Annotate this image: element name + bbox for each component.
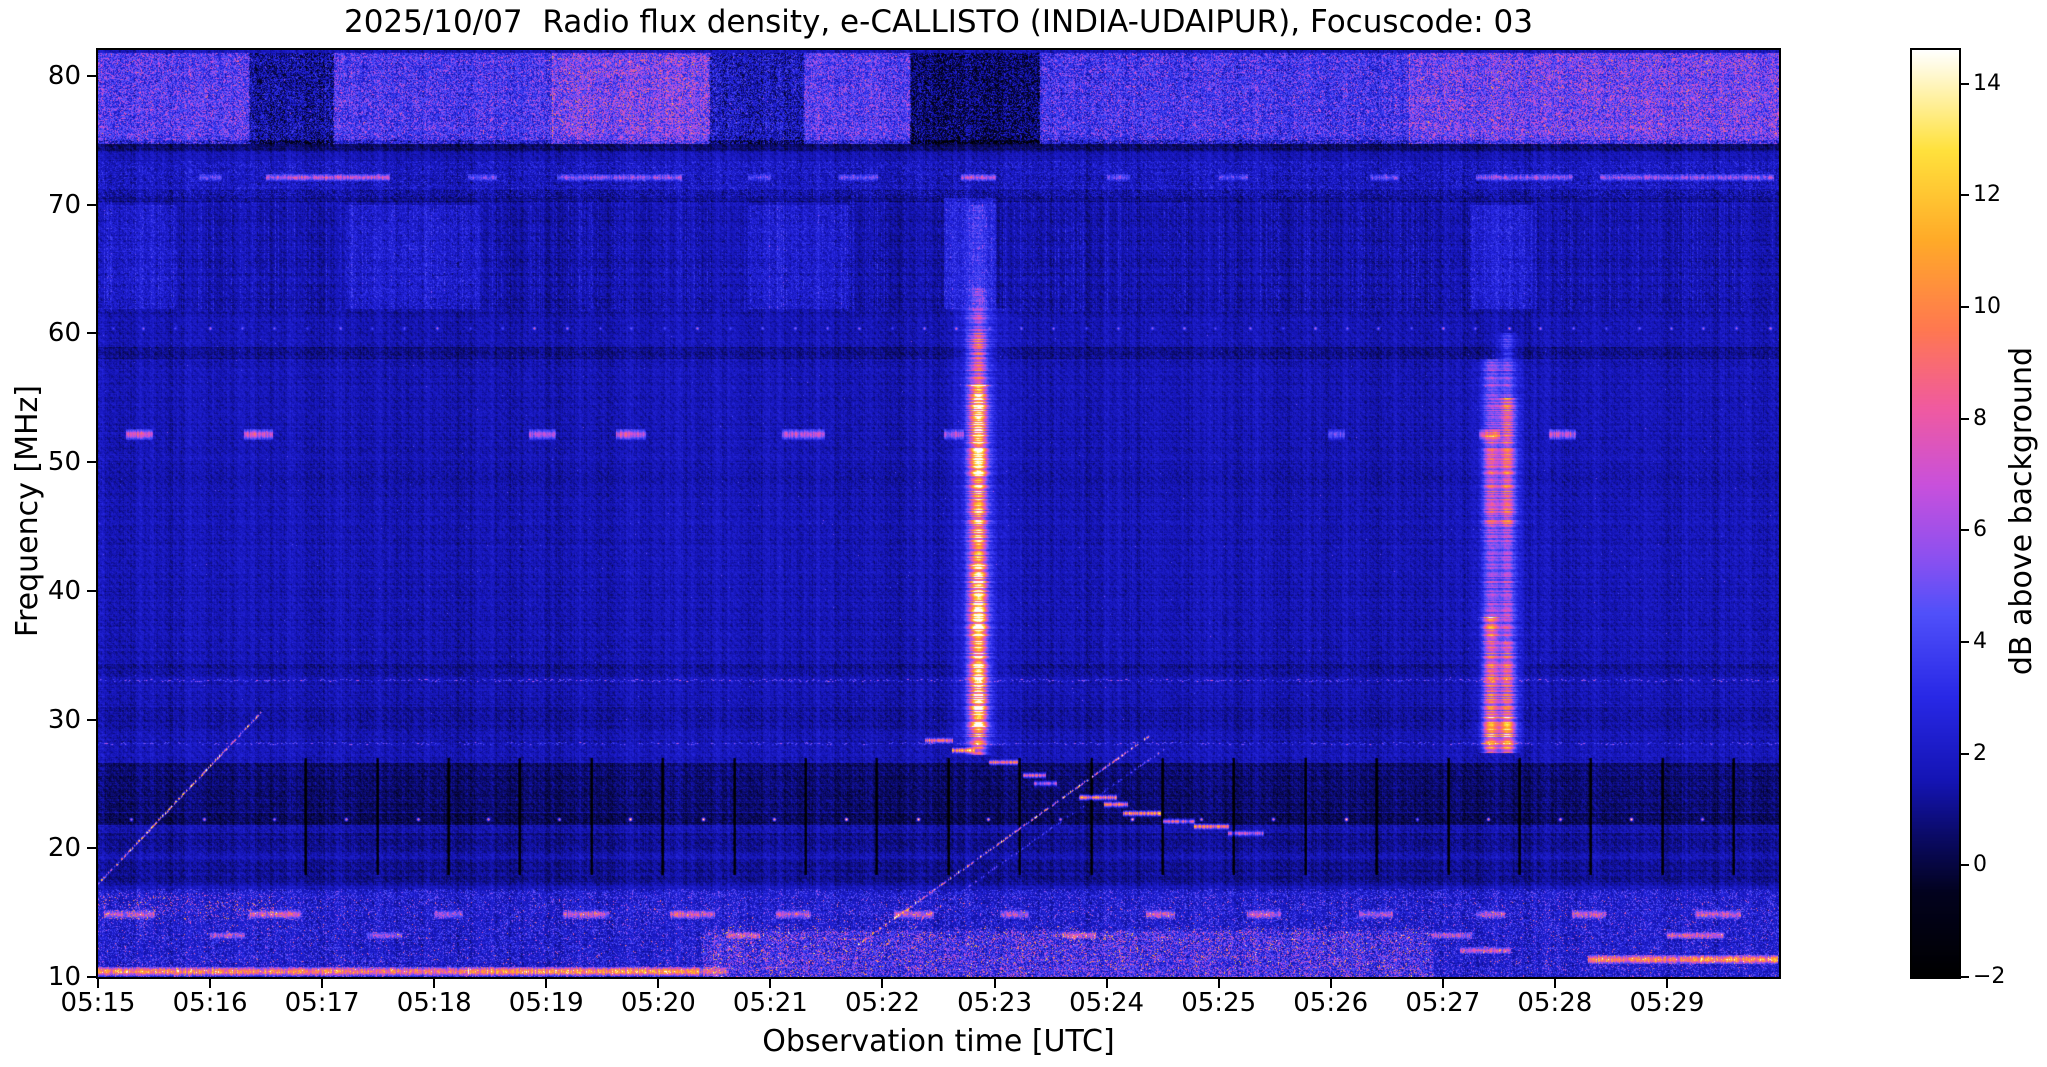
colorbar (1910, 48, 1961, 979)
colorbar-tick-label: 2 (1973, 740, 1987, 766)
y-tick-label: 50 (47, 447, 81, 477)
x-tick-mark (1441, 979, 1444, 988)
x-tick-label: 05:18 (396, 988, 472, 1018)
y-tick-mark (87, 74, 96, 77)
x-tick-mark (1665, 979, 1668, 988)
x-axis-label: Observation time [UTC] (762, 1024, 1115, 1059)
y-tick-mark (87, 589, 96, 592)
x-tick-label: 05:20 (620, 988, 696, 1018)
x-tick-label: 05:23 (957, 988, 1032, 1018)
colorbar-tick-mark (1961, 82, 1969, 85)
x-tick-label: 05:22 (844, 988, 920, 1018)
x-tick-mark (769, 979, 772, 988)
y-tick-mark (87, 976, 96, 978)
x-tick-mark (1553, 979, 1556, 988)
chart-title: 2025/10/07 Radio flux density, e-CALLIST… (343, 4, 1534, 40)
x-tick-mark (1217, 979, 1220, 988)
colorbar-tick-label: 10 (1973, 293, 2001, 319)
x-tick-label: 05:15 (60, 988, 136, 1018)
x-tick-label: 05:29 (1629, 988, 1705, 1018)
colorbar-tick-mark (1961, 864, 1969, 867)
y-tick-label: 60 (47, 318, 81, 349)
x-tick-label: 05:27 (1405, 988, 1481, 1018)
colorbar-tick-label: 8 (1973, 405, 1987, 431)
colorbar-tick-mark (1961, 640, 1969, 643)
colorbar-tick-mark (1961, 976, 1969, 978)
x-tick-mark (97, 979, 99, 988)
y-tick-mark (87, 461, 96, 463)
y-tick-label: 30 (47, 704, 81, 735)
colorbar-tick-mark (1961, 752, 1969, 755)
y-tick-mark (87, 718, 96, 721)
colorbar-tick-mark (1961, 194, 1969, 197)
x-tick-label: 05:25 (1181, 988, 1257, 1018)
x-tick-label: 05:16 (172, 988, 248, 1018)
colorbar-tick-label: 14 (1973, 70, 2001, 96)
y-tick-label: 80 (47, 60, 81, 91)
x-tick-mark (657, 979, 660, 988)
y-tick-label: 40 (47, 575, 81, 606)
x-tick-mark (321, 979, 324, 988)
x-tick-label: 05:21 (732, 988, 808, 1018)
x-tick-label: 05:28 (1517, 988, 1593, 1018)
colorbar-label: dB above background (2002, 48, 2040, 975)
y-tick-label: 70 (47, 189, 81, 220)
colorbar-tick-label: 0 (1973, 852, 1987, 878)
colorbar-tick-mark (1961, 529, 1969, 532)
plot-area (96, 48, 1781, 979)
x-tick-label: 05:17 (284, 988, 360, 1018)
y-tick-label: 20 (47, 833, 81, 864)
colorbar-canvas (1912, 50, 1959, 977)
x-tick-mark (433, 979, 436, 988)
colorbar-tick-label: 6 (1973, 517, 1987, 543)
x-tick-mark (1105, 979, 1108, 988)
y-tick-label: 10 (47, 962, 81, 992)
y-tick-mark (87, 332, 96, 335)
colorbar-tick-mark (1961, 305, 1969, 308)
x-tick-label: 05:24 (1069, 988, 1145, 1018)
x-tick-mark (209, 979, 212, 988)
colorbar-label-text: dB above background (2003, 347, 2039, 676)
x-tick-mark (1329, 979, 1332, 988)
colorbar-tick-mark (1961, 417, 1969, 420)
x-tick-mark (545, 979, 548, 988)
spectrogram-canvas (98, 50, 1779, 977)
colorbar-tick-label: 12 (1973, 182, 2001, 208)
x-tick-mark (993, 979, 996, 988)
colorbar-tick-label: 4 (1973, 628, 1987, 654)
colorbar-tick-label: −2 (1973, 964, 2006, 989)
y-tick-mark (87, 203, 96, 206)
x-tick-label: 05:19 (508, 988, 584, 1018)
x-tick-label: 05:26 (1293, 988, 1369, 1018)
x-tick-mark (881, 979, 884, 988)
y-tick-mark (87, 847, 96, 850)
